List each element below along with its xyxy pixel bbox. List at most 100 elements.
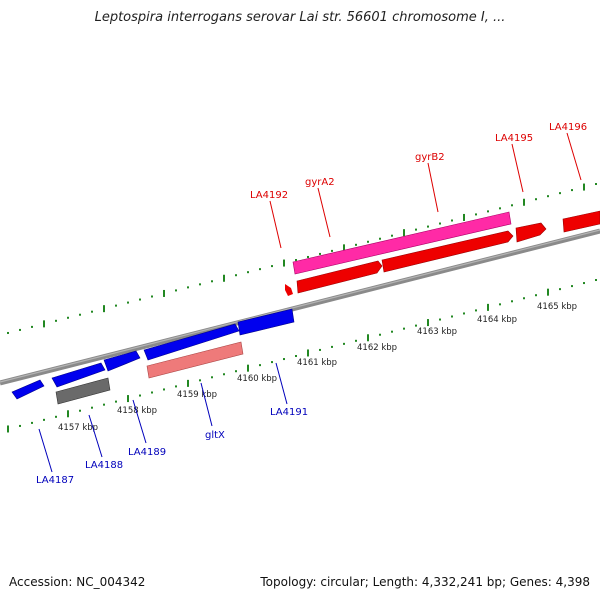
- top-track-tick: [379, 237, 381, 240]
- label-gltx[interactable]: gltX: [205, 430, 225, 441]
- bottom-track-tick: [235, 370, 237, 373]
- bottom-track-tick: [211, 376, 213, 379]
- forward-genes: [285, 210, 600, 296]
- bottom-track-tick: [31, 421, 33, 424]
- bottom-track-tick: [91, 406, 93, 409]
- tick-label-4164: 4164 kbp: [477, 315, 517, 325]
- top-track-tick: [79, 313, 81, 316]
- bottom-track-tick: [547, 288, 549, 296]
- label-la4189[interactable]: LA4189: [128, 447, 166, 458]
- bottom-track-tick: [55, 415, 57, 418]
- cds-bar-gyrase[interactable]: [292, 211, 512, 275]
- bottom-track-tick: [355, 339, 357, 342]
- bottom-track-tick: [487, 303, 489, 311]
- top-track-tick: [199, 283, 201, 286]
- bottom-track-tick: [427, 319, 429, 327]
- gene-arrow-la4188[interactable]: [51, 362, 106, 388]
- top-track-tick: [403, 229, 405, 237]
- bottom-track-tick: [595, 279, 597, 282]
- reverse-genes: [11, 308, 295, 405]
- top-track-tick: [247, 271, 249, 274]
- top-dotted-track: [7, 183, 597, 334]
- pseudo-bar-la4188[interactable]: [55, 377, 111, 405]
- label-la4191[interactable]: LA4191: [270, 407, 308, 418]
- top-track-tick: [499, 207, 501, 210]
- top-track-tick: [355, 243, 357, 246]
- top-track-tick: [295, 259, 297, 262]
- top-track-tick: [487, 210, 489, 213]
- bottom-track-tick: [391, 330, 393, 333]
- bottom-track-tick: [499, 303, 501, 306]
- top-track-tick: [391, 234, 393, 237]
- bottom-track-tick: [199, 379, 201, 382]
- top-track-tick: [127, 301, 129, 304]
- top-track-tick: [547, 195, 549, 198]
- label-la4195[interactable]: LA4195: [495, 133, 533, 144]
- leader-la4187: [38, 428, 53, 473]
- bottom-track-tick: [415, 324, 417, 327]
- bottom-track-tick: [43, 418, 45, 421]
- top-track-tick: [7, 331, 9, 334]
- top-track-tick: [223, 274, 225, 282]
- gene-arrow-la4189[interactable]: [103, 350, 141, 372]
- gene-arrow-la4196[interactable]: [562, 210, 600, 233]
- top-track-tick: [331, 249, 333, 252]
- bottom-track-tick: [79, 409, 81, 412]
- top-track-tick: [175, 289, 177, 292]
- bottom-track-tick: [151, 391, 153, 394]
- tick-label-4161: 4161 kbp: [297, 358, 337, 368]
- top-track-tick: [439, 222, 441, 225]
- gene-arrow-la4195[interactable]: [515, 222, 547, 243]
- top-track-tick: [235, 274, 237, 277]
- bottom-track-tick: [175, 385, 177, 388]
- leader-la4189: [132, 399, 147, 444]
- gene-arrow-la4187[interactable]: [11, 379, 45, 400]
- top-track-tick: [151, 295, 153, 298]
- gene-arrow-la4192[interactable]: [285, 284, 293, 296]
- tick-label-4160: 4160 kbp: [237, 374, 277, 384]
- bottom-track-tick: [367, 334, 369, 342]
- top-track-tick: [139, 298, 141, 301]
- bottom-track-tick: [223, 373, 225, 376]
- bottom-track-tick: [139, 394, 141, 397]
- bottom-track-tick: [319, 348, 321, 351]
- label-la4188[interactable]: LA4188: [85, 460, 123, 471]
- tick-label-4158: 4158 kbp: [117, 406, 157, 416]
- top-track-tick: [259, 268, 261, 271]
- label-la4196[interactable]: LA4196: [549, 122, 587, 133]
- top-gene-labels: LA4192 gyrA2 gyrB2 LA4195 LA4196: [250, 122, 587, 249]
- label-gyrb2[interactable]: gyrB2: [415, 152, 445, 163]
- top-track-tick: [31, 325, 33, 328]
- gene-arrow-la4191[interactable]: [237, 308, 295, 336]
- bottom-track-tick: [307, 349, 309, 357]
- top-track-tick: [451, 219, 453, 222]
- bottom-track-tick: [511, 300, 513, 303]
- top-track-tick: [535, 198, 537, 201]
- leader-gyrb2: [427, 162, 439, 213]
- top-track-tick: [571, 189, 573, 192]
- bottom-track-tick: [331, 345, 333, 348]
- label-gyra2[interactable]: gyrA2: [305, 177, 335, 188]
- bottom-track-tick: [127, 395, 129, 403]
- leader-la4188: [88, 414, 103, 458]
- map-title: Leptospira interrogans serovar Lai str. …: [94, 10, 506, 25]
- gene-arrow-gyra2[interactable]: [296, 260, 383, 294]
- bottom-track-tick: [583, 282, 585, 285]
- bottom-track-tick: [439, 318, 441, 321]
- gene-arrow-gltx[interactable]: [143, 323, 240, 361]
- cds-bar-gltx[interactable]: [146, 341, 244, 379]
- top-track-tick: [187, 286, 189, 289]
- top-track-tick: [55, 319, 57, 322]
- tick-label-4157: 4157 kbp: [58, 423, 98, 433]
- accession-text: Accession: NC_004342: [9, 575, 146, 589]
- tick-label-4165: 4165 kbp: [537, 302, 577, 312]
- label-la4187[interactable]: LA4187: [36, 475, 74, 486]
- gene-arrow-gyrb2[interactable]: [381, 230, 514, 273]
- bottom-track-tick: [19, 424, 21, 427]
- leader-la4191: [275, 362, 288, 405]
- label-la4192[interactable]: LA4192: [250, 190, 288, 201]
- bottom-track-tick: [343, 342, 345, 345]
- top-track-tick: [559, 192, 561, 195]
- bottom-track-tick: [103, 403, 105, 406]
